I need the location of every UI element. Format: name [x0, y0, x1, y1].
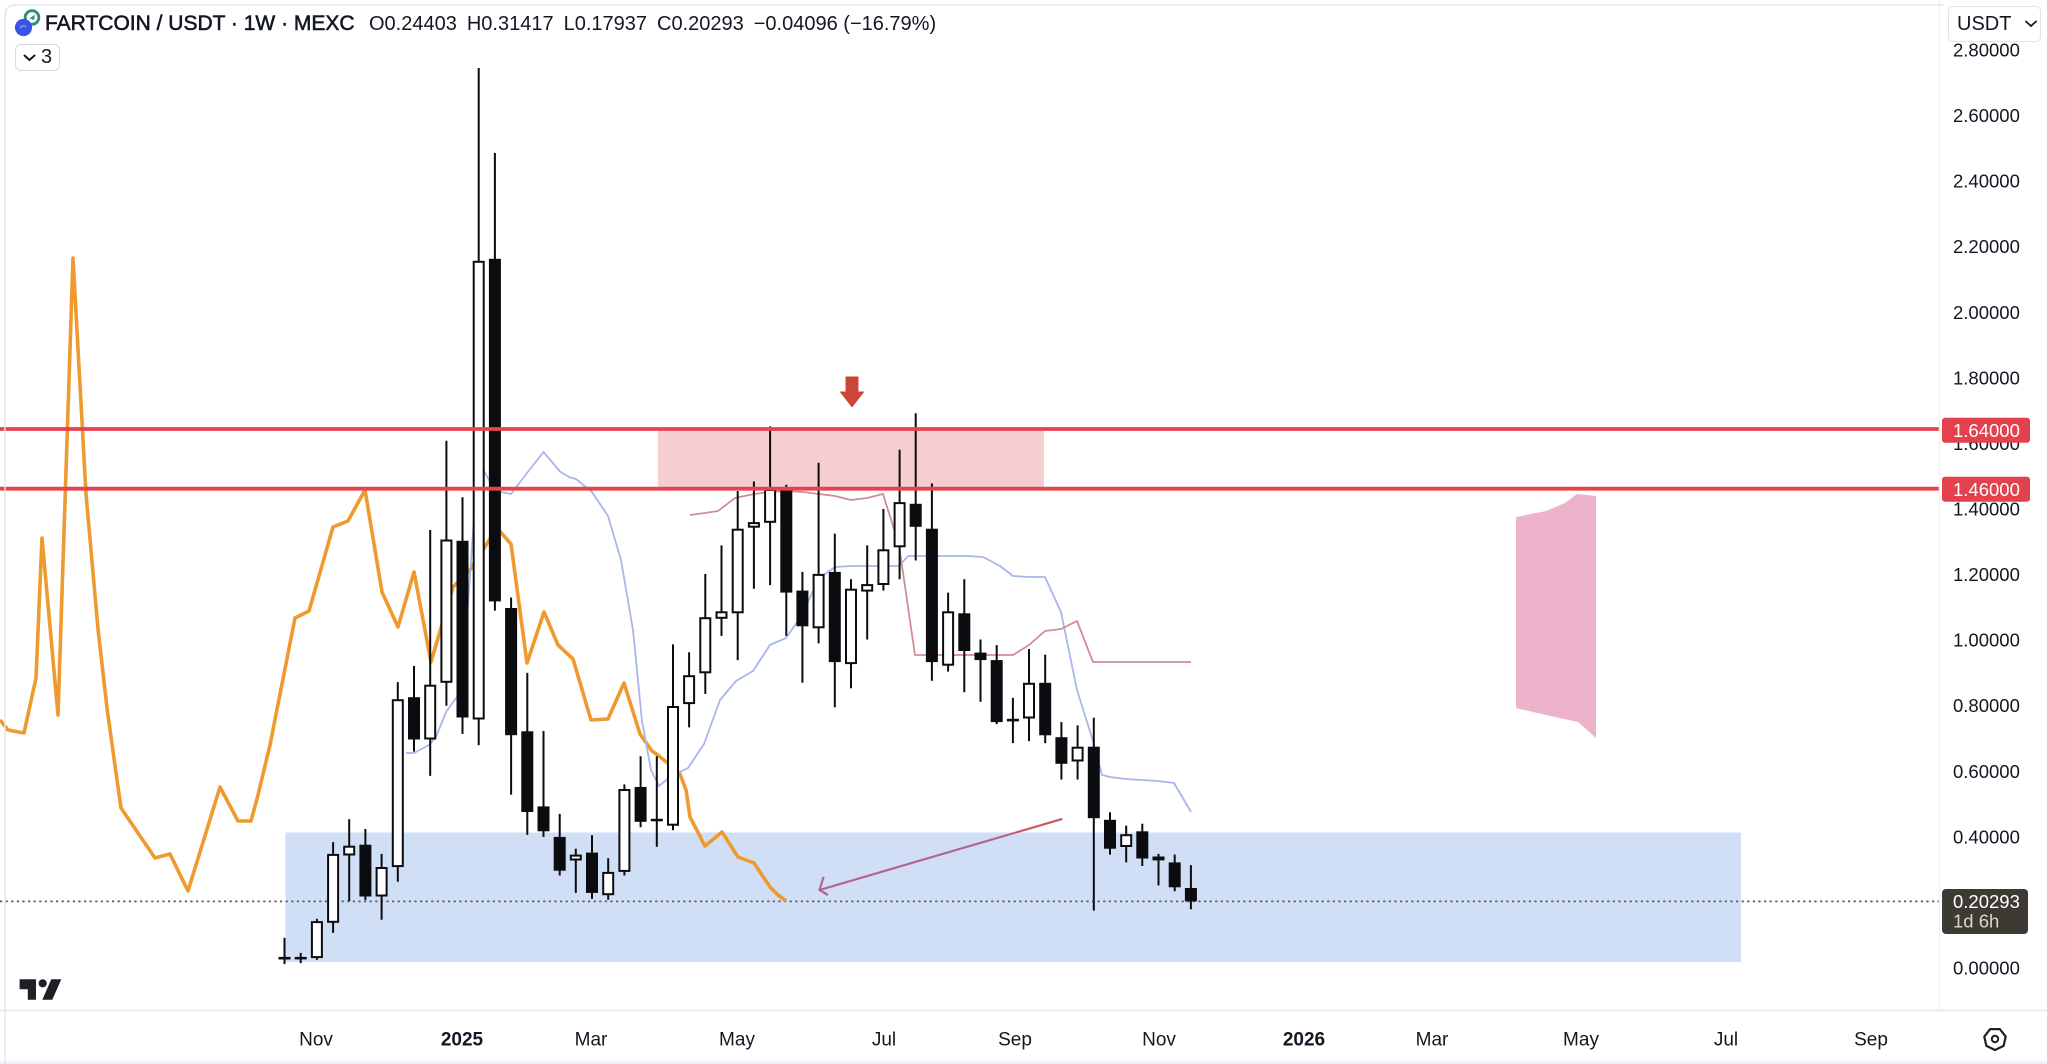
svg-text:Nov: Nov — [1142, 1030, 1176, 1051]
svg-text:Nov: Nov — [299, 1030, 333, 1051]
svg-text:2026: 2026 — [1283, 1030, 1325, 1051]
svg-text:1.40000: 1.40000 — [1953, 499, 2020, 520]
svg-text:Mar: Mar — [575, 1030, 608, 1051]
svg-text:0.20293: 0.20293 — [1953, 891, 2020, 912]
svg-text:Sep: Sep — [998, 1030, 1032, 1051]
svg-text:1.00000: 1.00000 — [1953, 630, 2020, 651]
svg-text:1.46000: 1.46000 — [1953, 479, 2020, 500]
svg-text:2.60000: 2.60000 — [1953, 105, 2020, 126]
svg-text:Sep: Sep — [1854, 1030, 1888, 1051]
svg-text:1.80000: 1.80000 — [1953, 367, 2020, 388]
svg-text:May: May — [719, 1030, 755, 1051]
svg-text:2.80000: 2.80000 — [1953, 40, 2020, 61]
svg-text:0.80000: 0.80000 — [1953, 695, 2020, 716]
svg-text:2.20000: 2.20000 — [1953, 236, 2020, 257]
svg-text:Mar: Mar — [1416, 1030, 1449, 1051]
svg-text:1.20000: 1.20000 — [1953, 564, 2020, 585]
svg-text:0.00000: 0.00000 — [1953, 958, 2020, 979]
svg-text:Jul: Jul — [1714, 1030, 1738, 1051]
svg-text:2.40000: 2.40000 — [1953, 171, 2020, 192]
svg-text:2025: 2025 — [441, 1030, 484, 1051]
svg-text:1.64000: 1.64000 — [1953, 420, 2020, 441]
svg-text:0.40000: 0.40000 — [1953, 826, 2020, 847]
svg-text:1d 6h: 1d 6h — [1953, 911, 1999, 932]
svg-text:May: May — [1563, 1030, 1599, 1051]
svg-text:0.60000: 0.60000 — [1953, 761, 2020, 782]
svg-text:2.00000: 2.00000 — [1953, 302, 2020, 323]
svg-text:Jul: Jul — [872, 1030, 896, 1051]
